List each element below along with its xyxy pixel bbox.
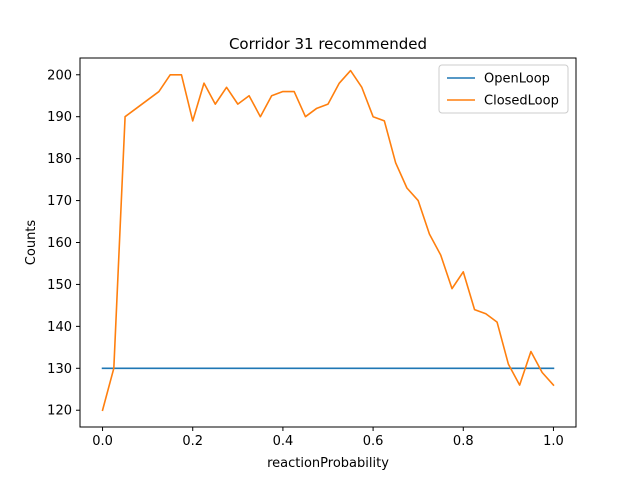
y-tick-label: 160 (47, 236, 72, 251)
y-tick-label: 190 (47, 110, 72, 125)
x-tick-label: 0.2 (182, 434, 203, 449)
y-tick-label: 140 (47, 320, 72, 335)
y-tick-label: 200 (47, 68, 72, 83)
series-layer (101, 69, 555, 412)
x-tick-label: 0.8 (453, 434, 474, 449)
legend-box (438, 64, 569, 114)
y-axis: 120 130 140 150 160 170 180 190 200 (47, 68, 80, 419)
x-axis-title: reactionProbability (267, 456, 389, 471)
y-axis-title: Counts (24, 220, 39, 266)
series-line-closedloop (101, 69, 555, 412)
y-tick-label: 130 (47, 362, 72, 377)
chart-title: Corridor 31 recommended (229, 35, 427, 53)
legend: OpenLoop ClosedLoop (438, 64, 569, 114)
y-tick-label: 150 (47, 278, 72, 293)
x-tick-label: 0.6 (363, 434, 384, 449)
y-tick-label: 120 (47, 404, 72, 419)
legend-label: ClosedLoop (484, 94, 559, 109)
x-tick-label: 0.0 (92, 434, 113, 449)
y-tick-label: 180 (47, 152, 72, 167)
y-tick-label: 170 (47, 194, 72, 209)
legend-label: OpenLoop (484, 72, 550, 87)
x-tick-label: 1.0 (543, 434, 564, 449)
x-tick-label: 0.4 (273, 434, 294, 449)
x-axis: 0.0 0.2 0.4 0.6 0.8 1.0 (92, 427, 564, 449)
